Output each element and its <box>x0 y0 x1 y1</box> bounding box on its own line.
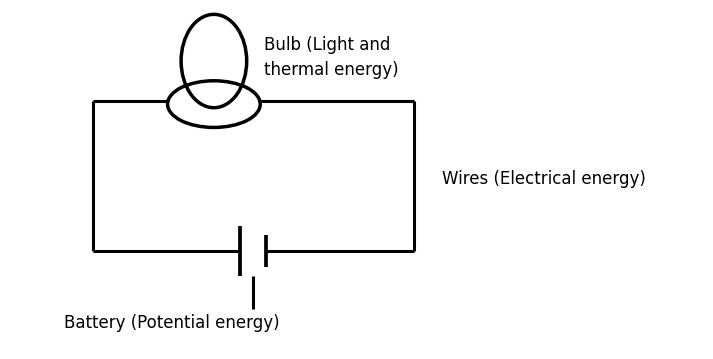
Text: Wires (Electrical energy): Wires (Electrical energy) <box>442 171 646 188</box>
Circle shape <box>169 81 259 127</box>
Ellipse shape <box>183 15 245 107</box>
Text: Battery (Potential energy): Battery (Potential energy) <box>64 314 279 332</box>
Text: Bulb (Light and
thermal energy): Bulb (Light and thermal energy) <box>264 36 399 79</box>
